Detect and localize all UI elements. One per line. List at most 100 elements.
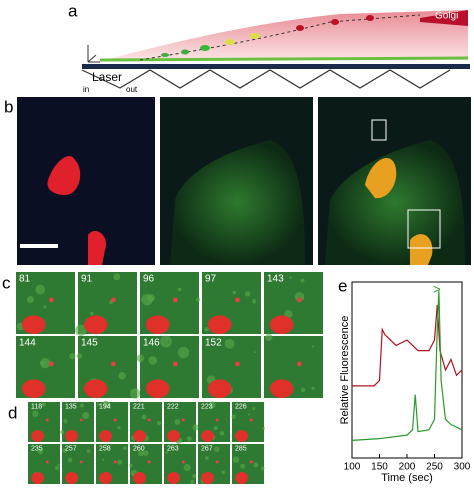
frame-number: 235 [31, 446, 43, 453]
red-blob [65, 472, 78, 484]
red-blob [235, 472, 249, 484]
speckle [262, 426, 266, 430]
speckle [265, 333, 273, 341]
speckle [204, 456, 209, 460]
series-line [351, 290, 463, 441]
red-dot [215, 418, 219, 422]
speckle [79, 403, 85, 408]
red-blob [207, 379, 232, 399]
red-dot [79, 418, 83, 422]
red-blob [235, 430, 249, 442]
red-dot [113, 418, 117, 422]
speckle [253, 351, 256, 354]
frame-number: 91 [81, 274, 93, 285]
speckle [174, 419, 181, 425]
frame-number: 223 [201, 404, 213, 411]
speckle [219, 430, 225, 436]
red-blob [21, 315, 46, 335]
red-dot [147, 418, 151, 422]
frame-number: 145 [81, 338, 98, 349]
red-dot [235, 361, 240, 367]
green-signal [170, 140, 305, 265]
speckle [40, 358, 51, 369]
laser-path [81, 69, 451, 89]
speckle [62, 448, 68, 453]
frame-number: 260 [133, 446, 145, 453]
speckle [221, 470, 226, 475]
frame-number: 81 [19, 274, 31, 285]
speckle [129, 388, 141, 399]
red-dot [49, 297, 54, 303]
frame-number: 97 [205, 274, 217, 285]
speckle [138, 450, 144, 457]
out-label: out [126, 85, 138, 94]
red-blob [133, 430, 147, 442]
red-dot [181, 460, 185, 464]
coverslip [82, 64, 470, 69]
red-blob [65, 430, 78, 442]
frame-number: 222 [167, 404, 179, 411]
red-dot [147, 460, 151, 464]
speckle [244, 291, 251, 297]
speckle [208, 401, 216, 409]
roi-box [407, 209, 441, 249]
red-dot [249, 418, 253, 422]
red-blob [83, 315, 108, 335]
red-dot [249, 460, 253, 464]
speckle [190, 479, 195, 484]
frame-number: 221 [133, 404, 145, 411]
speckle [213, 426, 218, 431]
red-dot [215, 460, 219, 464]
red-blob [167, 430, 181, 442]
speckle [37, 448, 44, 455]
speckle [31, 407, 34, 410]
red-blob [133, 472, 147, 484]
speckle [311, 386, 315, 390]
speckle [90, 311, 94, 316]
speckle [41, 402, 46, 407]
speckle [103, 400, 109, 406]
speckle [148, 356, 158, 365]
cell-shape [105, 10, 468, 60]
red-blob [99, 472, 112, 484]
speckle [204, 327, 209, 332]
membrane [99, 56, 469, 62]
speckle [40, 360, 45, 366]
red-blob [31, 472, 44, 484]
red-blob [145, 379, 170, 399]
frame-number: 226 [235, 404, 247, 411]
x-axis-label: Time (sec) [381, 472, 433, 484]
speckle [141, 414, 147, 420]
speckle [165, 451, 169, 454]
speckle [232, 456, 240, 463]
speckle [192, 424, 199, 431]
speckle [177, 346, 190, 359]
frame-number: 152 [205, 338, 222, 349]
merge-green [325, 140, 465, 265]
series-line [352, 304, 463, 387]
speckle [60, 430, 65, 435]
speckle [213, 446, 220, 453]
x-tick-label: 250 [426, 462, 443, 473]
red-dot [173, 361, 178, 367]
speckle [43, 305, 47, 309]
red-dot [235, 297, 240, 303]
red-blob [201, 472, 215, 484]
speckle [183, 463, 191, 472]
speckle [160, 335, 172, 348]
speckle [129, 463, 133, 468]
x-tick-label: 100 [344, 462, 361, 473]
red-blob [269, 379, 294, 399]
speckle [97, 403, 101, 407]
red-dot [45, 418, 49, 422]
speckle [247, 413, 250, 416]
x-tick-label: 300 [454, 462, 471, 473]
frame-number: 285 [235, 446, 247, 453]
speckle [105, 443, 108, 447]
speckle [102, 458, 105, 461]
speckle [57, 463, 60, 466]
golgi-shape [420, 10, 468, 26]
carriers [161, 15, 374, 57]
frame-number: 118 [31, 404, 42, 411]
